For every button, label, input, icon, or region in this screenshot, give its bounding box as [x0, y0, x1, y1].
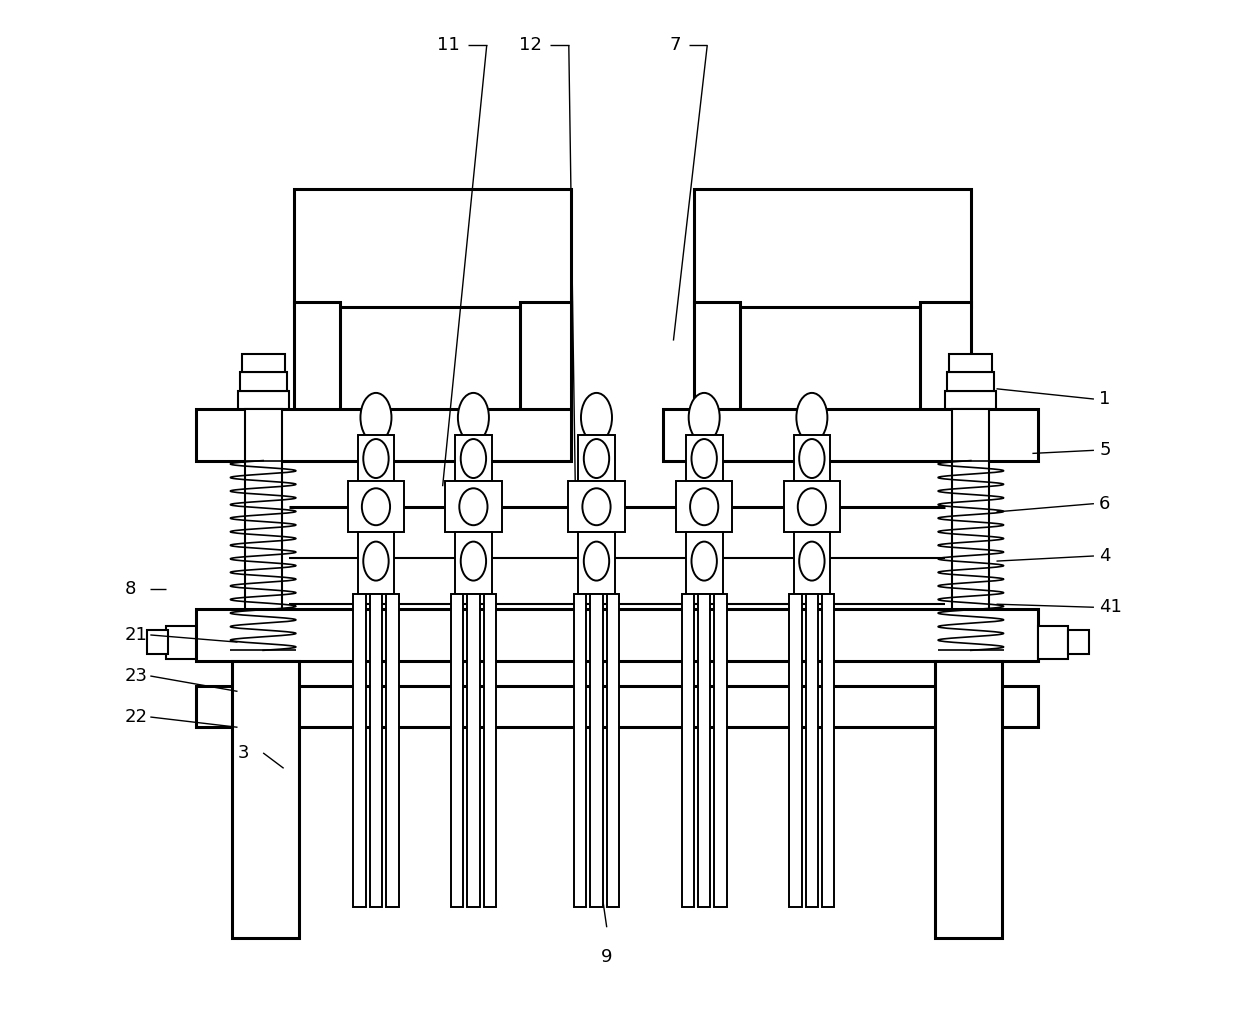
Bar: [358, 435, 395, 481]
Ellipse shape: [691, 542, 717, 581]
Bar: [919, 302, 971, 415]
Ellipse shape: [584, 439, 610, 478]
Ellipse shape: [582, 488, 611, 525]
Bar: [948, 372, 995, 391]
Bar: [520, 302, 571, 415]
Text: 9: 9: [601, 948, 612, 966]
Ellipse shape: [584, 542, 610, 581]
Ellipse shape: [691, 439, 717, 478]
Bar: [579, 435, 615, 481]
Bar: [348, 481, 405, 533]
Bar: [445, 481, 501, 533]
Text: 23: 23: [125, 667, 148, 685]
Bar: [714, 594, 727, 907]
Bar: [232, 661, 299, 938]
Bar: [165, 626, 196, 659]
Text: 41: 41: [1099, 599, 1122, 616]
Bar: [935, 661, 1002, 938]
Bar: [806, 594, 818, 907]
Text: 4: 4: [1099, 547, 1111, 565]
Bar: [386, 594, 399, 907]
Bar: [1069, 630, 1088, 655]
Bar: [949, 354, 992, 372]
Bar: [455, 435, 491, 481]
Text: 8: 8: [125, 580, 136, 598]
Bar: [370, 594, 383, 907]
Ellipse shape: [800, 439, 824, 478]
Text: 12: 12: [520, 36, 542, 54]
Bar: [196, 609, 1038, 661]
Text: 6: 6: [1099, 494, 1111, 513]
Bar: [450, 594, 463, 907]
Bar: [239, 372, 286, 391]
Bar: [353, 594, 365, 907]
Ellipse shape: [362, 488, 390, 525]
Bar: [294, 302, 341, 415]
Bar: [455, 533, 491, 594]
Bar: [242, 354, 285, 372]
Bar: [694, 302, 740, 415]
Ellipse shape: [459, 488, 487, 525]
Bar: [793, 435, 830, 481]
Ellipse shape: [800, 542, 824, 581]
Text: 22: 22: [125, 708, 148, 726]
Bar: [574, 594, 586, 907]
Bar: [793, 533, 830, 594]
Bar: [686, 435, 723, 481]
Ellipse shape: [689, 393, 719, 443]
Bar: [822, 594, 834, 907]
Ellipse shape: [458, 393, 489, 443]
Bar: [196, 687, 1038, 727]
Bar: [196, 409, 571, 460]
Ellipse shape: [360, 393, 391, 443]
Ellipse shape: [797, 488, 826, 525]
Bar: [676, 481, 733, 533]
Bar: [953, 409, 990, 650]
Bar: [1038, 626, 1069, 659]
Bar: [569, 481, 624, 533]
Text: 5: 5: [1099, 442, 1111, 459]
Text: 21: 21: [125, 626, 148, 644]
Ellipse shape: [581, 393, 612, 443]
Bar: [698, 594, 711, 907]
Ellipse shape: [690, 488, 718, 525]
Bar: [358, 533, 395, 594]
Text: 1: 1: [1099, 390, 1111, 408]
Bar: [147, 630, 168, 655]
Text: 3: 3: [237, 743, 249, 762]
Text: 7: 7: [669, 36, 681, 54]
Bar: [945, 391, 997, 409]
Bar: [468, 594, 480, 907]
Bar: [663, 409, 1038, 460]
Bar: [237, 391, 289, 409]
Bar: [790, 594, 802, 907]
Bar: [681, 594, 694, 907]
Ellipse shape: [460, 542, 486, 581]
Bar: [579, 533, 615, 594]
Bar: [607, 594, 619, 907]
Bar: [244, 409, 281, 650]
Bar: [686, 533, 723, 594]
Bar: [694, 189, 971, 307]
Bar: [590, 594, 602, 907]
Ellipse shape: [363, 542, 389, 581]
Bar: [784, 481, 840, 533]
Ellipse shape: [796, 393, 827, 443]
Ellipse shape: [460, 439, 486, 478]
Bar: [294, 189, 571, 307]
Bar: [484, 594, 496, 907]
Text: 11: 11: [437, 36, 460, 54]
Ellipse shape: [363, 439, 389, 478]
